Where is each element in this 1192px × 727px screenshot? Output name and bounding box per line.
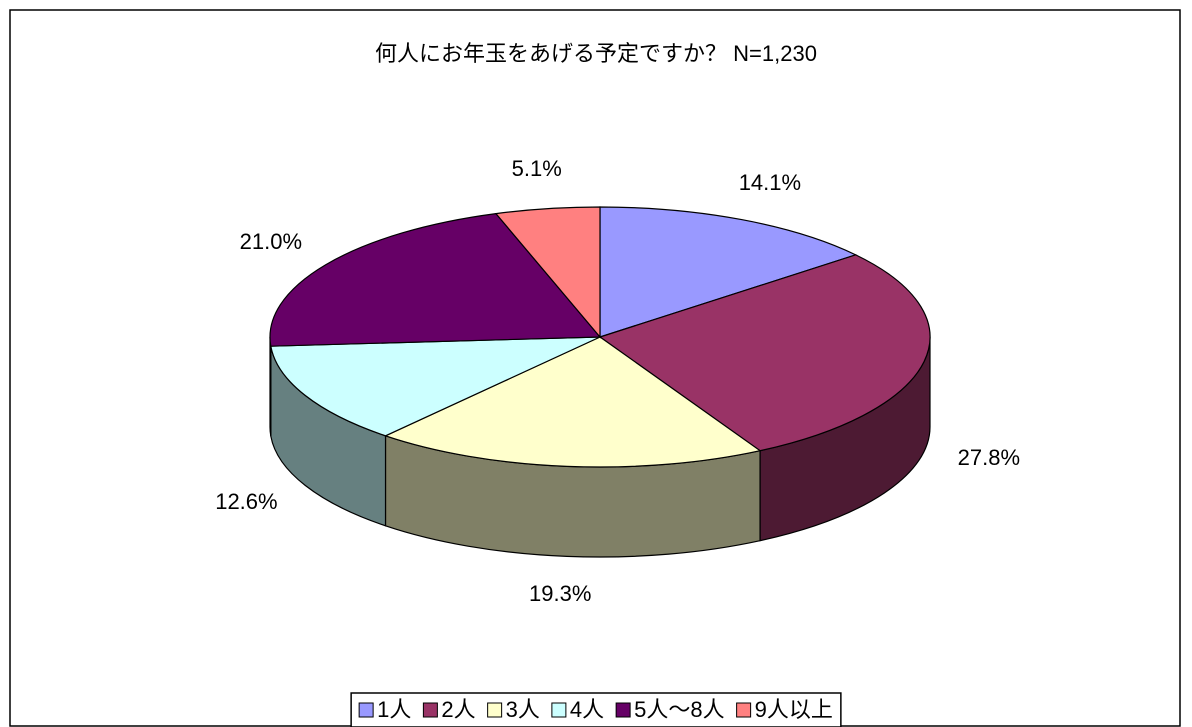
legend-swatch — [551, 702, 567, 718]
data-label: 19.3% — [529, 581, 591, 606]
legend-swatch — [487, 702, 503, 718]
legend-swatch — [615, 702, 631, 718]
pie-slice — [270, 336, 601, 437]
legend-label: 1人 — [377, 697, 411, 722]
chart-title: 何人にお年玉をあげる予定ですか？ N=1,230 — [375, 41, 817, 66]
data-label: 5.1% — [512, 156, 562, 181]
pie-side — [269, 336, 272, 437]
pie-slice — [494, 206, 601, 339]
legend-label: 2人 — [441, 697, 475, 722]
legend-label: 9人以上 — [755, 697, 833, 722]
data-label: 27.8% — [958, 445, 1020, 470]
data-label: 12.6% — [215, 489, 277, 514]
data-label: 21.0% — [240, 229, 302, 254]
legend-swatch — [422, 702, 438, 718]
pie-tops — [269, 206, 931, 468]
legend-label: 5人～8人 — [634, 697, 724, 722]
pie-sides — [269, 336, 931, 558]
legend-swatch — [358, 702, 374, 718]
pie-slice — [383, 336, 762, 468]
pie-slice — [598, 254, 931, 452]
legend-label: 3人 — [506, 697, 540, 722]
pie-slice — [599, 206, 858, 338]
data-labels: 14.1% 27.8% 19.3% 12.6% 21.0% 5.1% — [215, 156, 1020, 606]
legend-label: 4人 — [570, 697, 604, 722]
data-label: 14.1% — [739, 170, 801, 195]
pie-slice — [269, 212, 602, 347]
legend: 1人 2人 3人 4人 5人～8人 9人以上 — [350, 692, 842, 727]
legend-swatch — [736, 702, 752, 718]
